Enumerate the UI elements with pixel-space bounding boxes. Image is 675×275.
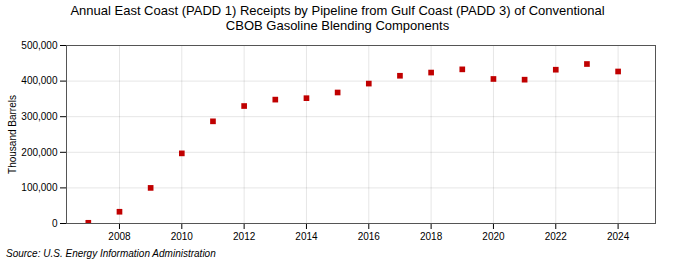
svg-text:2008: 2008	[108, 231, 131, 242]
svg-text:400,000: 400,000	[21, 75, 58, 86]
svg-text:0: 0	[52, 218, 58, 229]
svg-text:2014: 2014	[295, 231, 318, 242]
html-text:Source: U.S. Energy Informatio: Source: U.S. Energy Information Administ…	[6, 248, 216, 259]
svg-text:2010: 2010	[171, 231, 194, 242]
svg-text:2022: 2022	[545, 231, 568, 242]
svg-text:300,000: 300,000	[21, 111, 58, 122]
svg-text:500,000: 500,000	[21, 40, 58, 51]
svg-text:200,000: 200,000	[21, 147, 58, 158]
svg-text:2016: 2016	[358, 231, 381, 242]
svg-text:2020: 2020	[482, 231, 505, 242]
html-text:Annual East Coast (PADD 1) Rec: Annual East Coast (PADD 1) Receipts by P…	[70, 3, 605, 33]
svg-text:2024: 2024	[607, 231, 630, 242]
svg-text:2012: 2012	[233, 231, 256, 242]
svg-text:2018: 2018	[420, 231, 443, 242]
svg-text:Thousand Barrels: Thousand Barrels	[7, 95, 18, 174]
svg-text:100,000: 100,000	[21, 182, 58, 193]
